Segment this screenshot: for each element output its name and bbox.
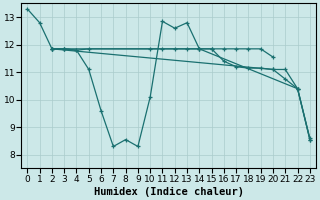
X-axis label: Humidex (Indice chaleur): Humidex (Indice chaleur) xyxy=(94,186,244,197)
